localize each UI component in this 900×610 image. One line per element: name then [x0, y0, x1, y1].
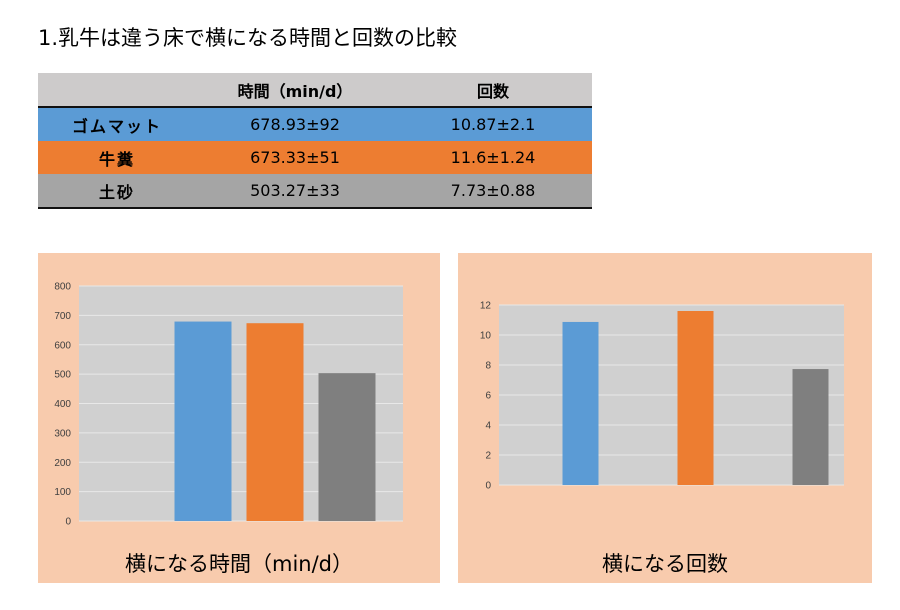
table-row: 牛糞 673.33±51 11.6±1.24 [38, 141, 592, 174]
slide-title: 1.乳牛は違う床で横になる時間と回数の比較 [38, 26, 458, 50]
lying-time-chart-panel: 0 100 200 300 400 500 600 700 800 横になる時間（min/d） [38, 253, 440, 583]
bar [677, 311, 714, 485]
comparison-table: 時間（min/d） 回数 ゴムマット 678.93±92 10.87±2.1 牛… [38, 73, 592, 209]
floor-type-cell: 牛糞 [98, 149, 135, 169]
count-cell: 10.87±2.1 [450, 115, 536, 134]
bar [246, 323, 304, 521]
y-tick-label: 700 [54, 311, 71, 322]
y-tick-label: 8 [485, 361, 491, 372]
y-tick-label: 600 [54, 340, 71, 351]
table-row: 土砂 503.27±33 7.73±0.88 [38, 174, 592, 209]
y-tick-label: 500 [54, 370, 71, 381]
time-cell: 678.93±92 [250, 115, 340, 134]
table-header-count: 回数 [394, 73, 592, 108]
y-tick-label: 4 [485, 421, 491, 432]
y-tick-label: 400 [54, 399, 71, 410]
bar [318, 373, 376, 521]
count-cell: 11.6±1.24 [450, 148, 536, 167]
y-tick-label: 2 [485, 451, 491, 462]
y-tick-label: 200 [54, 458, 71, 469]
y-tick-label: 12 [480, 301, 492, 312]
floor-type-cell: 土砂 [38, 174, 196, 209]
lying-time-chart: 0 100 200 300 400 500 600 700 800 [54, 282, 403, 528]
bar [174, 321, 232, 521]
y-tick-label: 100 [54, 487, 71, 498]
lying-count-chart: 0 2 4 6 8 10 12 [480, 301, 844, 492]
bar [792, 369, 829, 485]
bar [562, 321, 599, 485]
count-cell: 7.73±0.88 [394, 174, 592, 209]
y-tick-label: 300 [54, 428, 71, 439]
floor-type-cell: ゴムマット [71, 116, 162, 136]
time-cell: 503.27±33 [196, 174, 394, 209]
table-header-blank [38, 73, 196, 108]
y-tick-label: 10 [480, 331, 492, 342]
table-row: ゴムマット 678.93±92 10.87±2.1 [38, 107, 592, 141]
lying-count-chart-panel: 0 2 4 6 8 10 12 横になる回数 [458, 253, 872, 583]
y-tick-label: 0 [65, 517, 71, 528]
y-tick-label: 800 [54, 282, 71, 293]
y-tick-label: 6 [485, 391, 491, 402]
table-header-row: 時間（min/d） 回数 [38, 73, 592, 108]
y-tick-label: 0 [485, 481, 491, 492]
time-cell: 673.33±51 [250, 148, 340, 167]
table-header-time: 時間（min/d） [196, 73, 394, 108]
lying-time-chart-title: 横になる時間（min/d） [124, 552, 353, 576]
lying-count-chart-title: 横になる回数 [602, 552, 728, 576]
